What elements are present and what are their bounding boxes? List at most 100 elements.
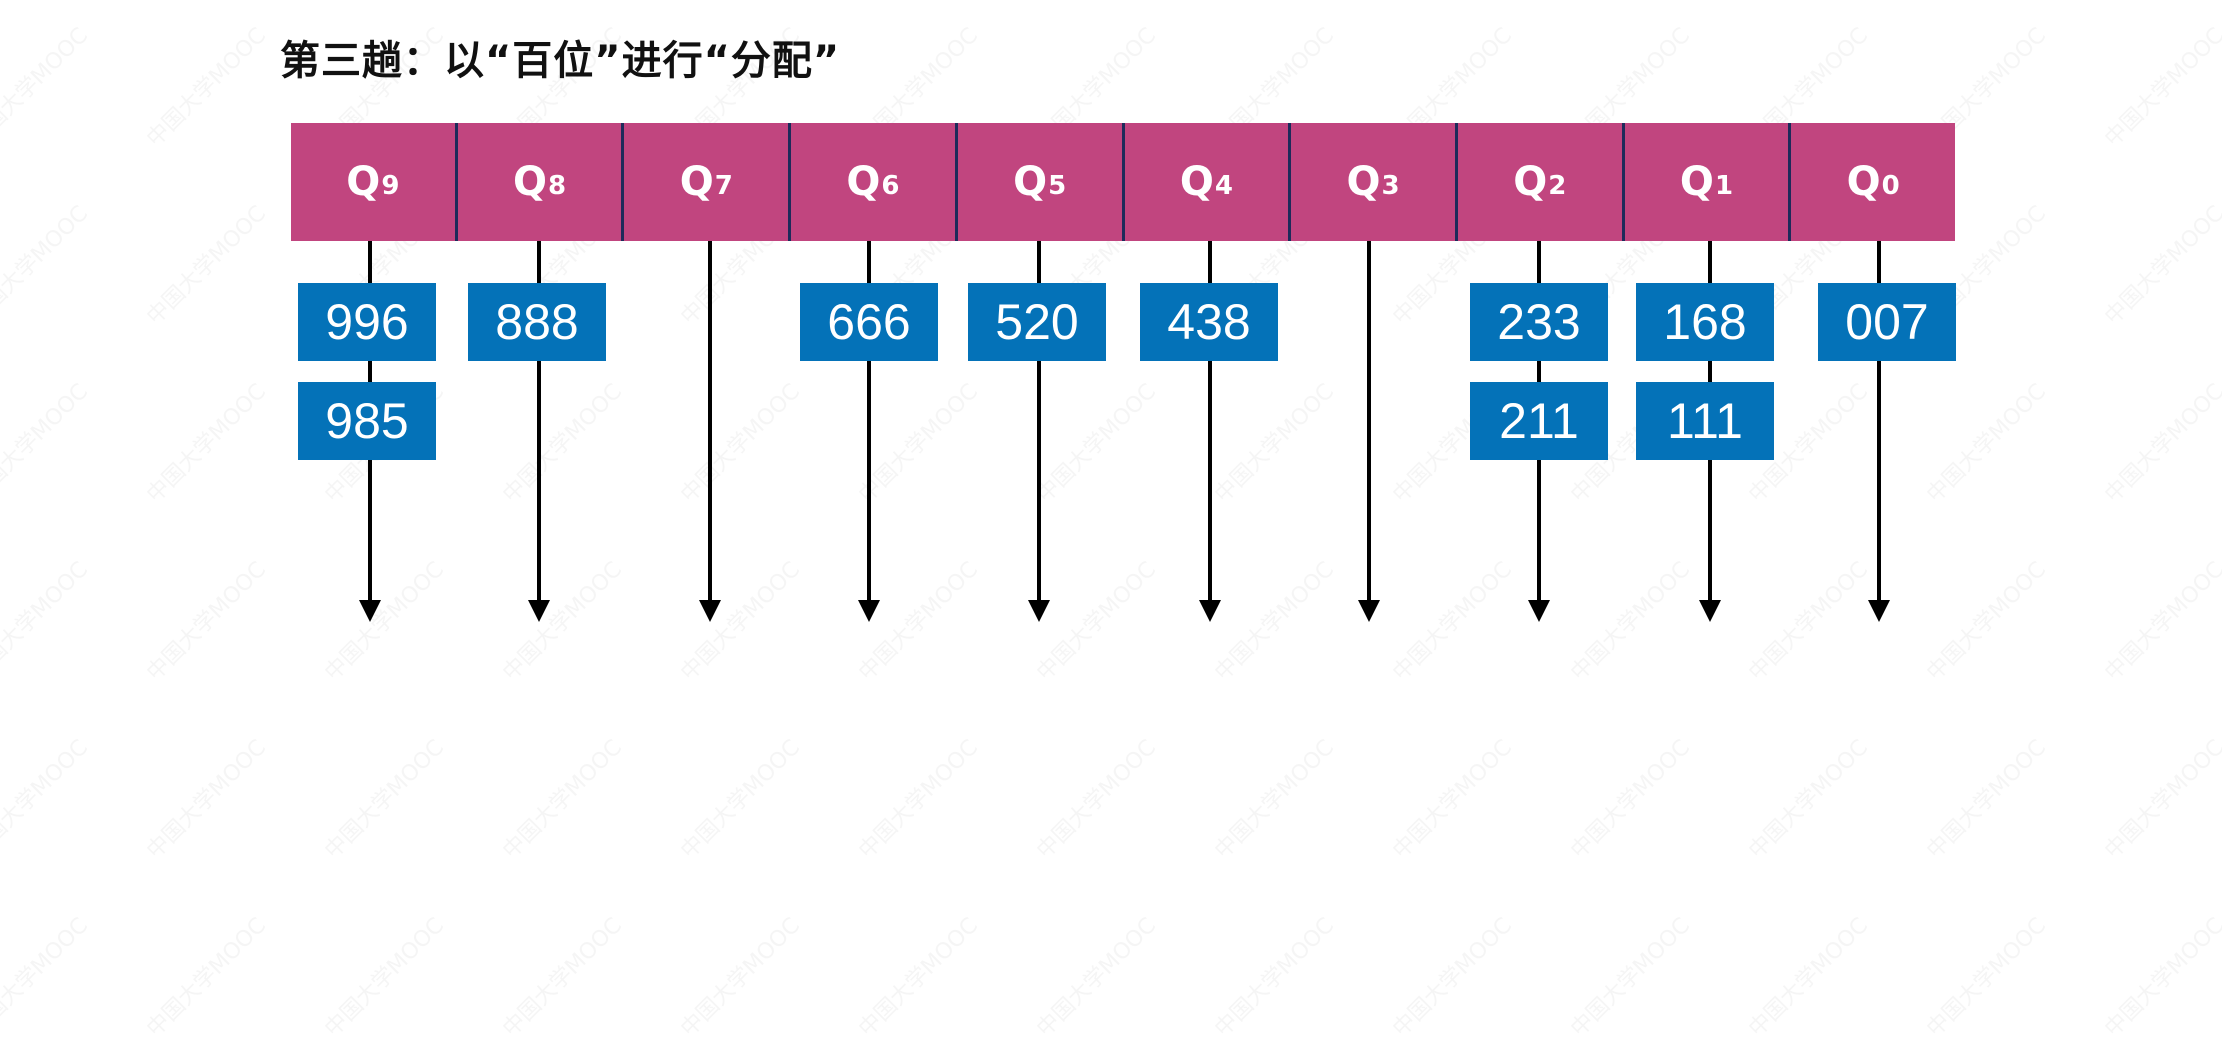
queue-index: 2	[1548, 171, 1567, 201]
watermark-text: 中国大学MOOC	[1566, 557, 1695, 686]
watermark-text: 中国大学MOOC	[0, 23, 93, 152]
queue-index: 0	[1881, 171, 1900, 201]
watermark-text: 中国大学MOOC	[1210, 379, 1339, 508]
watermark-text: 中国大学MOOC	[498, 379, 627, 508]
number-box: 985	[298, 382, 436, 460]
diagram-canvas: 中国大学MOOC 中国大学MOOC 中国大学MOOC 中国大学MOOC 中国大学MOOC…	[0, 23, 2222, 686]
arrow-down-icon	[1028, 600, 1050, 622]
queue-label: Q	[1513, 159, 1548, 205]
arrow-down-icon	[1358, 600, 1380, 622]
queue-index: 6	[881, 171, 900, 201]
watermark-text: 中国大学MOOC	[1566, 735, 1695, 864]
arrow-down-icon	[359, 600, 381, 622]
watermark-text: 中国大学MOOC	[0, 201, 93, 330]
watermark-text: 中国大学MOOC	[2100, 201, 2222, 330]
queue-index: 4	[1214, 171, 1233, 201]
queue-arrow-line-q6	[867, 241, 871, 602]
queue-label: Q	[679, 159, 714, 205]
watermark-text: 中国大学MOOC	[1922, 379, 2051, 508]
watermark-text: 中国大学MOOC	[498, 735, 627, 864]
watermark-text: 中国大学MOOC	[2100, 557, 2222, 686]
watermark-text: 中国大学MOOC	[1388, 735, 1517, 864]
watermark-text: 中国大学MOOC	[676, 557, 805, 686]
watermark-text: 中国大学MOOC	[1032, 379, 1161, 508]
watermark-text: 中国大学MOOC	[1388, 557, 1517, 686]
queue-arrow-line-q7	[708, 241, 712, 602]
watermark-text: 中国大学MOOC	[1210, 913, 1339, 1042]
watermark-text: 中国大学MOOC	[854, 735, 983, 864]
arrow-down-icon	[528, 600, 550, 622]
arrow-down-icon	[858, 600, 880, 622]
queue-label: Q	[846, 159, 881, 205]
queue-index: 5	[1048, 171, 1067, 201]
number-box: 111	[1636, 382, 1774, 460]
watermark-text: 中国大学MOOC	[142, 23, 271, 152]
watermark-text: 中国大学MOOC	[1388, 913, 1517, 1042]
watermark-text: 中国大学MOOC	[2100, 23, 2222, 152]
queue-label: Q	[1846, 159, 1881, 205]
watermark-text: 中国大学MOOC	[142, 557, 271, 686]
watermark-text: 中国大学MOOC	[1922, 557, 2051, 686]
watermark-text: 中国大学MOOC	[1210, 735, 1339, 864]
number-box: 233	[1470, 283, 1608, 361]
watermark-text: 中国大学MOOC	[676, 735, 805, 864]
number-box: 438	[1140, 283, 1278, 361]
watermark-text: 中国大学MOOC	[0, 913, 93, 1042]
queue-arrow-line-q5	[1037, 241, 1041, 602]
queue-index: 9	[381, 171, 400, 201]
arrow-down-icon	[1528, 600, 1550, 622]
queue-index: 1	[1714, 171, 1734, 201]
number-box: 007	[1818, 283, 1956, 361]
watermark-text: 中国大学MOOC	[498, 913, 627, 1042]
watermark-text: 中国大学MOOC	[0, 557, 93, 686]
watermark-text: 中国大学MOOC	[676, 913, 805, 1042]
queue-label: Q	[1679, 159, 1714, 205]
watermark-text: 中国大学MOOC	[2100, 913, 2222, 1042]
queue-label: Q	[1013, 159, 1048, 205]
watermark-text: 中国大学MOOC	[320, 913, 449, 1042]
watermark-text: 中国大学MOOC	[142, 379, 271, 508]
queue-index: 8	[548, 171, 567, 201]
watermark-text: 中国大学MOOC	[0, 735, 93, 864]
arrow-down-icon	[1868, 600, 1890, 622]
watermark-text: 中国大学MOOC	[2100, 379, 2222, 508]
queue-arrow-line-q3	[1367, 241, 1371, 602]
queue-label: Q	[346, 159, 381, 205]
watermark-text: 中国大学MOOC	[1032, 735, 1161, 864]
arrow-down-icon	[1199, 600, 1221, 622]
watermark-text: 中国大学MOOC	[498, 557, 627, 686]
page-title: 第三趟：以“百位”进行“分配”	[280, 38, 841, 84]
watermark-text: 中国大学MOOC	[142, 913, 271, 1042]
watermark-text: 中国大学MOOC	[1922, 735, 2051, 864]
number-box: 520	[968, 283, 1106, 361]
watermark-text: 中国大学MOOC	[0, 379, 93, 508]
watermark-text: 中国大学MOOC	[1210, 557, 1339, 686]
number-box: 996	[298, 283, 436, 361]
queue-index: 3	[1381, 171, 1400, 201]
watermark-text: 中国大学MOOC	[854, 913, 983, 1042]
number-box: 888	[468, 283, 606, 361]
watermark-text: 中国大学MOOC	[1922, 913, 2051, 1042]
arrow-down-icon	[1699, 600, 1721, 622]
watermark-text: 中国大学MOOC	[142, 201, 271, 330]
queue-label: Q	[1346, 159, 1381, 205]
queue-label: Q	[1179, 159, 1214, 205]
queue-index: 7	[714, 171, 733, 201]
number-box: 211	[1470, 382, 1608, 460]
watermark-text: 中国大学MOOC	[1032, 913, 1161, 1042]
number-box: 168	[1636, 283, 1774, 361]
queue-arrow-line-q8	[537, 241, 541, 602]
number-box: 666	[800, 283, 938, 361]
watermark-text: 中国大学MOOC	[1566, 913, 1695, 1042]
watermark-text: 中国大学MOOC	[2100, 735, 2222, 864]
